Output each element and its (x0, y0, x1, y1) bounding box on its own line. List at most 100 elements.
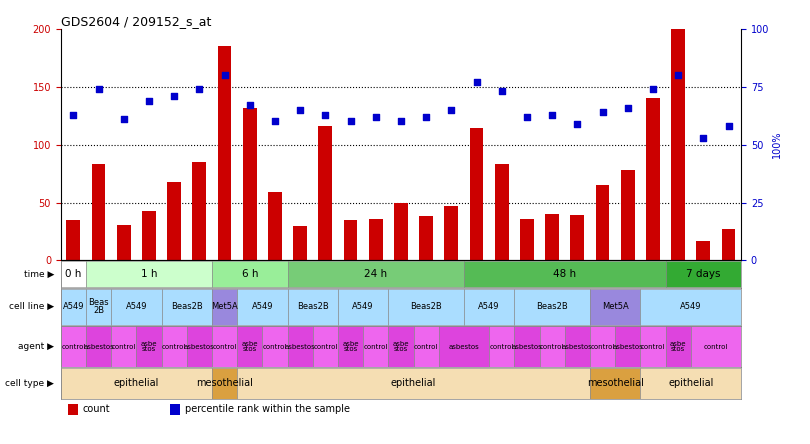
Bar (545, 214, 559, 260)
Bar (136, 326, 161, 367)
Point (546, 111, 559, 118)
Bar (641, 289, 741, 325)
Bar (187, 326, 212, 367)
Point (193, 86, 206, 93)
Text: asbe
stos: asbe stos (141, 341, 157, 352)
Text: cell type ▶: cell type ▶ (5, 379, 54, 388)
Text: time ▶: time ▶ (23, 270, 54, 279)
Text: A549: A549 (252, 302, 273, 311)
Text: asbestos: asbestos (612, 344, 643, 349)
Bar (169, 404, 180, 415)
Y-axis label: 100%: 100% (772, 131, 782, 159)
Text: asbe
stos: asbe stos (670, 341, 686, 352)
Text: 0 h: 0 h (65, 269, 82, 279)
Point (646, 86, 659, 93)
Bar (237, 326, 262, 367)
Text: Beas
2B: Beas 2B (88, 298, 109, 315)
Point (344, 118, 357, 125)
Bar (470, 128, 484, 260)
Text: 48 h: 48 h (553, 269, 576, 279)
Point (294, 107, 307, 114)
Bar (590, 368, 641, 399)
Bar (86, 326, 111, 367)
Point (671, 71, 684, 79)
Bar (61, 368, 212, 399)
Text: mesothelial: mesothelial (196, 378, 253, 388)
Bar (117, 225, 130, 260)
Bar (288, 261, 464, 287)
Text: Beas2B: Beas2B (411, 302, 442, 311)
Bar (313, 326, 338, 367)
Bar (439, 326, 489, 367)
Bar (293, 226, 307, 260)
Text: control: control (313, 344, 338, 349)
Point (722, 123, 735, 130)
Point (495, 88, 508, 95)
Bar (671, 29, 685, 260)
Bar (495, 164, 509, 260)
Bar (161, 326, 187, 367)
Text: control: control (364, 344, 388, 349)
Text: Beas2B: Beas2B (536, 302, 568, 311)
Bar (514, 326, 539, 367)
Text: Beas2B: Beas2B (171, 302, 202, 311)
Bar (193, 162, 207, 260)
Bar (697, 241, 710, 260)
Point (394, 118, 407, 125)
Bar (590, 326, 615, 367)
Bar (288, 326, 313, 367)
Bar (262, 326, 288, 367)
Bar (445, 206, 458, 260)
Bar (414, 326, 439, 367)
Bar (288, 289, 338, 325)
Point (243, 102, 256, 109)
Point (596, 109, 609, 116)
Text: control: control (62, 344, 86, 349)
Text: control: control (540, 344, 565, 349)
Bar (641, 326, 666, 367)
Point (268, 118, 281, 125)
Text: mesothelial: mesothelial (586, 378, 644, 388)
Text: Beas2B: Beas2B (297, 302, 329, 311)
Bar (142, 210, 156, 260)
Bar (646, 98, 660, 260)
Bar (363, 326, 388, 367)
Text: A549: A549 (479, 302, 500, 311)
Text: control: control (112, 344, 136, 349)
Bar (666, 326, 691, 367)
Bar (464, 289, 514, 325)
Text: epithelial: epithelial (668, 378, 714, 388)
Bar (218, 46, 232, 260)
Text: control: control (212, 344, 237, 349)
Bar (318, 126, 332, 260)
Bar (66, 220, 80, 260)
Text: control: control (162, 344, 186, 349)
Point (319, 111, 332, 118)
Point (143, 97, 156, 104)
Bar (565, 326, 590, 367)
Bar (86, 261, 212, 287)
Bar (237, 368, 590, 399)
Text: epithelial: epithelial (113, 378, 159, 388)
Text: percentile rank within the sample: percentile rank within the sample (185, 404, 350, 414)
Text: asbestos: asbestos (184, 344, 215, 349)
Text: Met5A: Met5A (211, 302, 238, 311)
Text: control: control (641, 344, 665, 349)
Bar (212, 261, 288, 287)
Text: GDS2604 / 209152_s_at: GDS2604 / 209152_s_at (61, 15, 211, 28)
Text: control: control (489, 344, 514, 349)
Bar (111, 289, 161, 325)
Text: 24 h: 24 h (364, 269, 387, 279)
Text: control: control (590, 344, 615, 349)
Point (445, 107, 458, 114)
Bar (111, 326, 136, 367)
Text: epithelial: epithelial (391, 378, 437, 388)
Text: A549: A549 (680, 302, 701, 311)
Bar (243, 107, 257, 260)
Bar (539, 326, 565, 367)
Text: control: control (262, 344, 287, 349)
Point (218, 71, 231, 79)
Point (621, 104, 634, 111)
Point (521, 113, 534, 120)
Bar (212, 326, 237, 367)
